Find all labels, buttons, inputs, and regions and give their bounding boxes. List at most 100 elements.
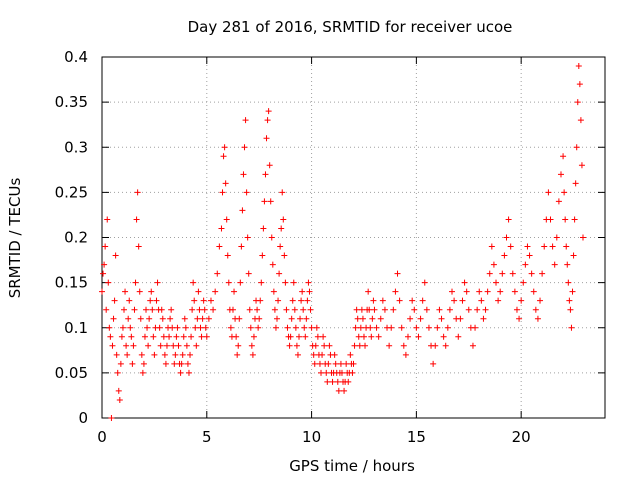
data-point — [486, 270, 493, 277]
data-point — [227, 324, 234, 331]
data-point — [310, 351, 317, 358]
data-point — [279, 189, 286, 196]
data-point — [352, 324, 359, 331]
data-point — [417, 315, 424, 322]
data-point — [377, 315, 384, 322]
data-point — [179, 351, 186, 358]
data-point — [381, 306, 388, 313]
data-point — [104, 216, 111, 223]
data-point — [573, 144, 580, 151]
data-point — [480, 315, 487, 322]
data-point — [307, 306, 314, 313]
data-point — [247, 324, 254, 331]
data-point — [300, 306, 307, 313]
data-point — [369, 315, 376, 322]
data-point — [516, 315, 523, 322]
data-point — [202, 324, 209, 331]
y-tick-label: 0.3 — [64, 138, 88, 156]
data-point — [343, 360, 350, 367]
data-point — [351, 342, 358, 349]
data-point — [299, 288, 306, 295]
data-point — [463, 288, 470, 295]
data-point — [280, 216, 287, 223]
data-point — [267, 198, 274, 205]
data-point — [136, 288, 143, 295]
data-point — [353, 306, 360, 313]
data-point — [234, 351, 241, 358]
data-point — [129, 360, 136, 367]
axis-ticks — [101, 56, 605, 419]
data-point — [394, 270, 401, 277]
data-point — [323, 369, 330, 376]
data-point — [198, 333, 205, 340]
data-point — [212, 288, 219, 295]
data-point — [370, 297, 377, 304]
data-point — [131, 306, 138, 313]
data-point — [116, 396, 123, 403]
grid-lines — [102, 57, 605, 418]
data-point — [287, 333, 294, 340]
data-point — [224, 252, 231, 259]
data-point — [308, 324, 315, 331]
data-point — [221, 144, 228, 151]
data-point — [501, 252, 508, 259]
data-point — [413, 324, 420, 331]
data-point — [296, 333, 303, 340]
data-point — [545, 189, 552, 196]
data-point — [566, 297, 573, 304]
data-point — [233, 333, 240, 340]
data-point — [571, 216, 578, 223]
data-point — [347, 351, 354, 358]
data-points — [99, 63, 586, 421]
data-point — [569, 288, 576, 295]
data-point — [368, 333, 375, 340]
data-point — [350, 360, 357, 367]
data-point — [199, 315, 206, 322]
x-tick-label: 0 — [97, 428, 107, 446]
data-point — [561, 189, 568, 196]
data-point — [250, 333, 257, 340]
data-point — [156, 324, 163, 331]
data-point — [170, 342, 177, 349]
data-point — [354, 315, 361, 322]
data-point — [149, 306, 156, 313]
data-point — [108, 415, 115, 421]
data-point — [524, 243, 531, 250]
data-point — [319, 351, 326, 358]
data-point — [168, 306, 175, 313]
data-point — [223, 216, 230, 223]
data-point — [534, 315, 541, 322]
data-point — [577, 117, 584, 124]
data-point — [216, 243, 223, 250]
data-point — [576, 81, 583, 88]
data-point — [219, 189, 226, 196]
data-point — [324, 378, 331, 385]
data-point — [547, 216, 554, 223]
data-point — [235, 342, 242, 349]
data-point — [357, 324, 364, 331]
data-point — [141, 333, 148, 340]
data-point — [286, 342, 293, 349]
data-point — [244, 234, 251, 241]
data-point — [572, 180, 579, 187]
data-point — [200, 297, 207, 304]
data-point — [312, 342, 319, 349]
data-point — [301, 324, 308, 331]
data-point — [239, 207, 246, 214]
data-point — [102, 243, 109, 250]
data-point — [564, 261, 571, 268]
data-point — [101, 261, 108, 268]
data-point — [557, 171, 564, 178]
data-point — [396, 297, 403, 304]
data-point — [532, 306, 539, 313]
data-point — [551, 261, 558, 268]
data-point — [218, 225, 225, 232]
data-point — [297, 315, 304, 322]
data-point — [196, 306, 203, 313]
data-point — [237, 279, 244, 286]
y-tick-label: 0.2 — [64, 229, 88, 247]
y-tick-label: 0 — [78, 409, 88, 427]
data-point — [469, 342, 476, 349]
data-point — [567, 306, 574, 313]
